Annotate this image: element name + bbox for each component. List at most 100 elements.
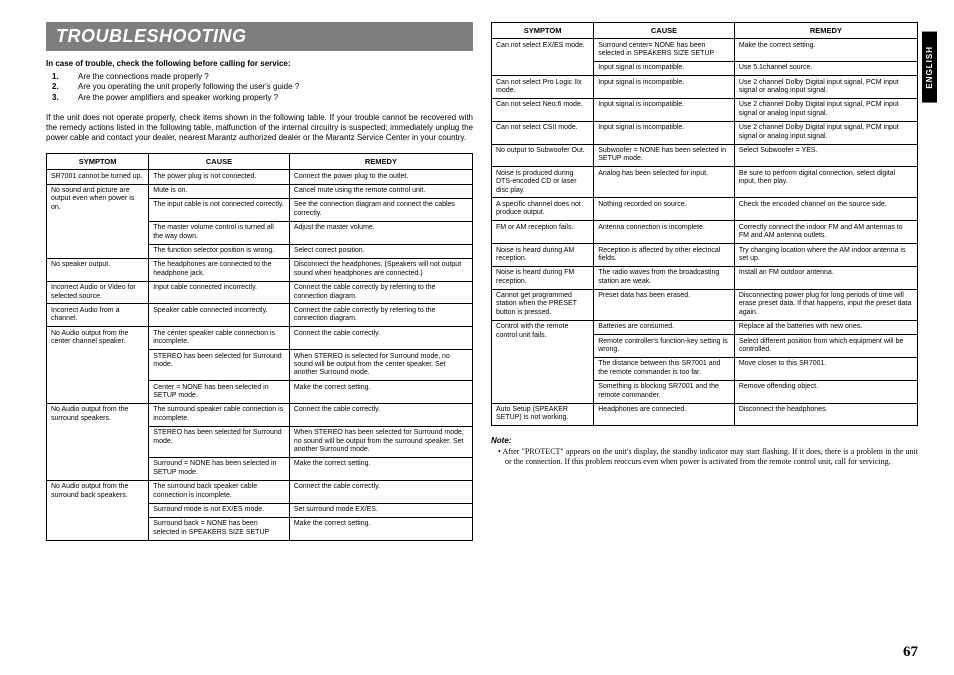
check-item-number: 3. — [52, 93, 66, 103]
table-row: Can not select EX/ES mode.Surround cente… — [492, 39, 918, 62]
cell-remedy: Connect the cable correctly. — [289, 403, 472, 426]
cell-cause: The surround speaker cable connection is… — [149, 403, 290, 426]
th-remedy: REMEDY — [734, 23, 917, 39]
intro-paragraph: If the unit does not operate properly, c… — [46, 113, 473, 143]
cell-remedy: Disconnect the headphones. (Speakers wil… — [289, 258, 472, 281]
language-tab: ENGLISH — [922, 32, 937, 103]
cell-symptom: No Audio output from the surround back s… — [47, 480, 149, 540]
troubleshooting-table-2: SYMPTOM CAUSE REMEDY Can not select EX/E… — [491, 22, 918, 426]
cell-remedy: Make the correct setting. — [289, 457, 472, 480]
cell-symptom: No output to Subwoofer Out. — [492, 144, 594, 167]
cell-symptom: Incorrect Audio from a channel. — [47, 304, 149, 327]
cell-cause: Reception is affected by other electrica… — [594, 244, 735, 267]
cell-cause: Input signal is incompatible. — [594, 76, 735, 99]
cell-remedy: Make the correct setting. — [289, 517, 472, 540]
cell-symptom: Noise is heard during AM reception. — [492, 244, 594, 267]
table-row: FM or AM reception fails.Antenna connect… — [492, 221, 918, 244]
cell-cause: Headphones are connected. — [594, 403, 735, 426]
cell-symptom: No sound and picture are output even whe… — [47, 184, 149, 258]
cell-symptom: Control with the remote control unit fai… — [492, 320, 594, 403]
table-row: Noise is produced during DTS-encoded CD … — [492, 167, 918, 198]
cell-cause: The input cable is not connected correct… — [149, 198, 290, 221]
cell-remedy: Connect the cable correctly by referring… — [289, 281, 472, 304]
check-item-text: Are the power amplifiers and speaker wor… — [78, 93, 278, 103]
cell-remedy: Use 2 channel Dolby Digital input signal… — [734, 121, 917, 144]
check-item-text: Are the connections made properly ? — [78, 72, 209, 82]
page-content: TROUBLESHOOTING In case of trouble, chec… — [0, 0, 954, 553]
check-item: 2.Are you operating the unit properly fo… — [52, 82, 473, 92]
cell-remedy: Adjust the master volume. — [289, 221, 472, 244]
right-column: SYMPTOM CAUSE REMEDY Can not select EX/E… — [491, 22, 918, 541]
page-title: TROUBLESHOOTING — [46, 22, 473, 51]
table-row: Control with the remote control unit fai… — [492, 320, 918, 334]
cell-cause: The radio waves from the broadcasting st… — [594, 266, 735, 289]
cell-cause: Nothing recorded on source. — [594, 198, 735, 221]
cell-remedy: Install an FM outdoor antenna. — [734, 266, 917, 289]
cell-symptom: FM or AM reception fails. — [492, 221, 594, 244]
cell-remedy: See the connection diagram and connect t… — [289, 198, 472, 221]
cell-cause: STEREO has been selected for Surround mo… — [149, 426, 290, 457]
cell-remedy: Connect the cable correctly by referring… — [289, 304, 472, 327]
cell-remedy: When STEREO has been selected for Surrou… — [289, 426, 472, 457]
cell-cause: Batteries are consumed. — [594, 320, 735, 334]
cell-cause: Surround mode is not EX/ES mode. — [149, 503, 290, 517]
cell-remedy: Disconnecting power plug for long period… — [734, 289, 917, 320]
table-row: Noise is heard during AM reception.Recep… — [492, 244, 918, 267]
cell-cause: Center = NONE has been selected in SETUP… — [149, 381, 290, 404]
table-row: Cannot get programmed station when the P… — [492, 289, 918, 320]
cell-symptom: No speaker output. — [47, 258, 149, 281]
cell-symptom: Incorrect Audio or Video for selected so… — [47, 281, 149, 304]
cell-cause: Antenna connection is incomplete. — [594, 221, 735, 244]
th-symptom: SYMPTOM — [492, 23, 594, 39]
table-row: No output to Subwoofer Out.Subwoofer = N… — [492, 144, 918, 167]
cell-remedy: Make the correct setting. — [734, 39, 917, 62]
cell-cause: Remote controller's function-key setting… — [594, 335, 735, 358]
left-column: TROUBLESHOOTING In case of trouble, chec… — [46, 22, 473, 541]
th-remedy: REMEDY — [289, 154, 472, 170]
table-row: Can not select CSII mode.Input signal is… — [492, 121, 918, 144]
cell-symptom: Can not select Neo:6 mode. — [492, 98, 594, 121]
cell-symptom: Can not select CSII mode. — [492, 121, 594, 144]
cell-cause: Input signal is incompatible. — [594, 61, 735, 75]
cell-cause: Analog has been selected for input. — [594, 167, 735, 198]
table-row: Noise is heard during FM reception.The r… — [492, 266, 918, 289]
check-item: 1.Are the connections made properly ? — [52, 72, 473, 82]
table-row: A specific channel does not produce outp… — [492, 198, 918, 221]
cell-remedy: Connect the cable correctly. — [289, 327, 472, 350]
cell-remedy: Select correct position. — [289, 244, 472, 258]
cell-cause: The power plug is not connected. — [149, 170, 290, 184]
cell-remedy: Check the encoded channel on the source … — [734, 198, 917, 221]
cell-remedy: Correctly connect the indoor FM and AM a… — [734, 221, 917, 244]
cell-remedy: Use 2 channel Dolby Digital input signal… — [734, 76, 917, 99]
cell-remedy: Use 2 channel Dolby Digital input signal… — [734, 98, 917, 121]
table-row: Can not select Neo:6 mode.Input signal i… — [492, 98, 918, 121]
intro-line: In case of trouble, check the following … — [46, 59, 473, 68]
cell-remedy: Try changing location where the AM indoo… — [734, 244, 917, 267]
cell-remedy: Be sure to perform digital connection, s… — [734, 167, 917, 198]
check-item: 3. Are the power amplifiers and speaker w… — [52, 93, 473, 103]
th-cause: CAUSE — [594, 23, 735, 39]
cell-cause: Something is blocking SR7001 and the rem… — [594, 380, 735, 403]
troubleshooting-table-1: SYMPTOM CAUSE REMEDY SR7001 cannot be tu… — [46, 153, 473, 541]
cell-cause: The center speaker cable connection is i… — [149, 327, 290, 350]
table-row: No Audio output from the surround speake… — [47, 403, 473, 426]
cell-symptom: Noise is heard during FM reception. — [492, 266, 594, 289]
cell-cause: Input signal is incompatible. — [594, 98, 735, 121]
th-symptom: SYMPTOM — [47, 154, 149, 170]
cell-symptom: SR7001 cannot be turned up. — [47, 170, 149, 184]
cell-remedy: Disconnect the headphones. — [734, 403, 917, 426]
table-row: No Audio output from the surround back s… — [47, 480, 473, 503]
cell-cause: The master volume control is turned all … — [149, 221, 290, 244]
cell-remedy: Connect the power plug to the outlet. — [289, 170, 472, 184]
cell-remedy: Replace all the batteries with new ones. — [734, 320, 917, 334]
note-label: Note: — [491, 436, 918, 445]
th-cause: CAUSE — [149, 154, 290, 170]
cell-symptom: Noise is produced during DTS-encoded CD … — [492, 167, 594, 198]
cell-symptom: Can not select EX/ES mode. — [492, 39, 594, 76]
cell-symptom: No Audio output from the center channel … — [47, 327, 149, 404]
cell-cause: Speaker cable connected incorrectly. — [149, 304, 290, 327]
cell-cause: Mute is on. — [149, 184, 290, 198]
table-row: Auto Setup (SPEAKER SETUP) is not workin… — [492, 403, 918, 426]
cell-remedy: Select Subwoofer = YES. — [734, 144, 917, 167]
cell-symptom: No Audio output from the surround speake… — [47, 403, 149, 480]
